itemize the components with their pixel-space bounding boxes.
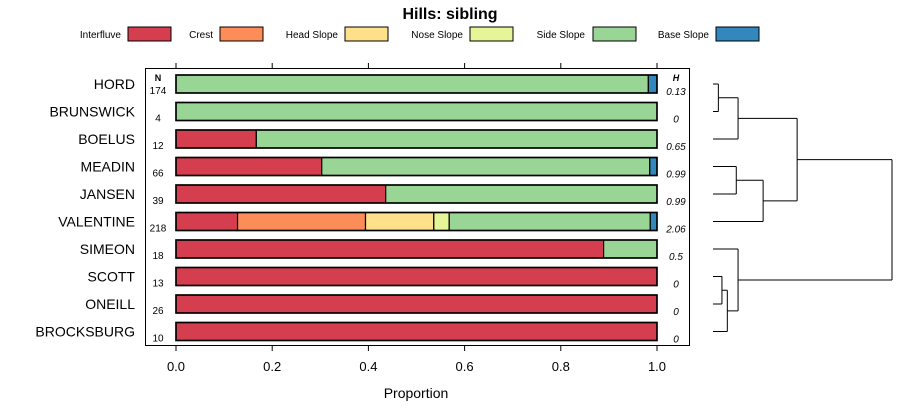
n-count-label: 66 — [152, 169, 164, 180]
bar-segment — [175, 211, 239, 232]
bar-segment — [364, 211, 435, 232]
row-label: VALENTINE — [58, 214, 135, 230]
n-count-label: 174 — [150, 86, 167, 97]
legend-label: Side Slope — [537, 30, 586, 41]
plot-area: HORD 174 0.13 BRUNSWICK 4 0 BOELUS 12 0.65 MEADIN… — [35, 63, 690, 374]
bar-segment — [448, 211, 651, 232]
bar-segment — [175, 184, 387, 204]
h-entropy-label: 2.06 — [665, 225, 686, 236]
row-label: SIMEON — [80, 241, 135, 257]
bar-outline — [175, 266, 658, 287]
bar-segment — [175, 321, 658, 342]
legend-swatch — [469, 26, 514, 42]
h-column-header: H — [673, 73, 680, 83]
n-count-label: 10 — [152, 334, 164, 345]
n-count-label: 39 — [152, 196, 164, 207]
plot-frame — [145, 68, 690, 346]
x-tick-label: 0.4 — [359, 359, 377, 374]
bar-segment — [175, 294, 658, 314]
bar-segment — [175, 101, 658, 122]
bar-segment — [175, 266, 658, 287]
n-column-header: N — [155, 73, 162, 83]
legend-swatch — [219, 26, 264, 42]
h-entropy-label: 0 — [673, 115, 679, 126]
bar-segment — [647, 74, 658, 94]
bar-segment — [175, 129, 257, 149]
row-label: BROCKSBURG — [35, 324, 135, 340]
legend-label: Nose Slope — [411, 30, 463, 41]
bar-segment — [649, 156, 658, 177]
n-count-label: 26 — [152, 306, 164, 317]
legend-label: Crest — [189, 30, 213, 41]
bar-outline — [175, 101, 658, 122]
bar-outline — [175, 74, 658, 94]
h-entropy-label: 0 — [673, 307, 679, 318]
h-entropy-label: 0.99 — [666, 197, 686, 208]
x-tick-label: 0.2 — [263, 359, 281, 374]
x-tick-label: 1.0 — [648, 359, 666, 374]
h-entropy-label: 0.65 — [666, 142, 686, 153]
bar-segment — [385, 184, 658, 204]
legend-swatch — [715, 26, 760, 42]
dendrogram — [713, 83, 893, 332]
bar-segment — [175, 156, 323, 177]
bar-segment — [603, 239, 658, 259]
legend-label: Base Slope — [658, 30, 710, 41]
bar-outline — [175, 211, 658, 232]
legend-swatch — [344, 26, 389, 42]
h-entropy-label: 0 — [673, 335, 679, 346]
legend-swatch — [127, 26, 172, 42]
h-entropy-label: 0.13 — [666, 87, 686, 98]
n-count-label: 4 — [155, 114, 161, 125]
row-label: BRUNSWICK — [49, 104, 135, 120]
legend-label: Interfluve — [80, 30, 122, 41]
x-tick-label: 0.0 — [167, 359, 185, 374]
legend-label: Head Slope — [286, 30, 339, 41]
h-entropy-label: 0.99 — [666, 170, 686, 181]
x-tick-label: 0.6 — [456, 359, 474, 374]
h-entropy-label: 0 — [673, 280, 679, 291]
bar-segment — [321, 156, 651, 177]
row-label: HORD — [94, 76, 135, 92]
x-axis-title: Proportion — [384, 385, 449, 401]
bar-outline — [175, 156, 658, 177]
row-label: BOELUS — [78, 131, 135, 147]
n-count-label: 218 — [150, 224, 167, 235]
bar-segment — [175, 74, 649, 94]
n-count-label: 18 — [152, 251, 164, 262]
legend: Interfluve Crest Head Slope Nose Slope Side … — [80, 26, 760, 42]
bar-outline — [175, 294, 658, 314]
bar-segment — [649, 211, 658, 232]
bar-segment — [236, 211, 367, 232]
row-label: MEADIN — [81, 159, 135, 175]
h-entropy-label: 0.5 — [669, 252, 683, 263]
bar-segment — [175, 239, 605, 259]
bar-segment — [255, 129, 658, 149]
bar-outline — [175, 184, 658, 204]
legend-swatch — [592, 26, 637, 42]
n-count-label: 12 — [152, 141, 164, 152]
x-tick-label: 0.8 — [552, 359, 570, 374]
bar-outline — [175, 321, 658, 342]
bar-outline — [175, 129, 658, 149]
n-count-label: 13 — [152, 279, 164, 290]
row-label: ONEILL — [85, 296, 135, 312]
row-label: JANSEN — [80, 186, 135, 202]
bar-outline — [175, 239, 658, 259]
chart-title: Hills: sibling — [402, 6, 497, 23]
bar-segment — [433, 211, 450, 232]
row-label: SCOTT — [88, 269, 136, 285]
